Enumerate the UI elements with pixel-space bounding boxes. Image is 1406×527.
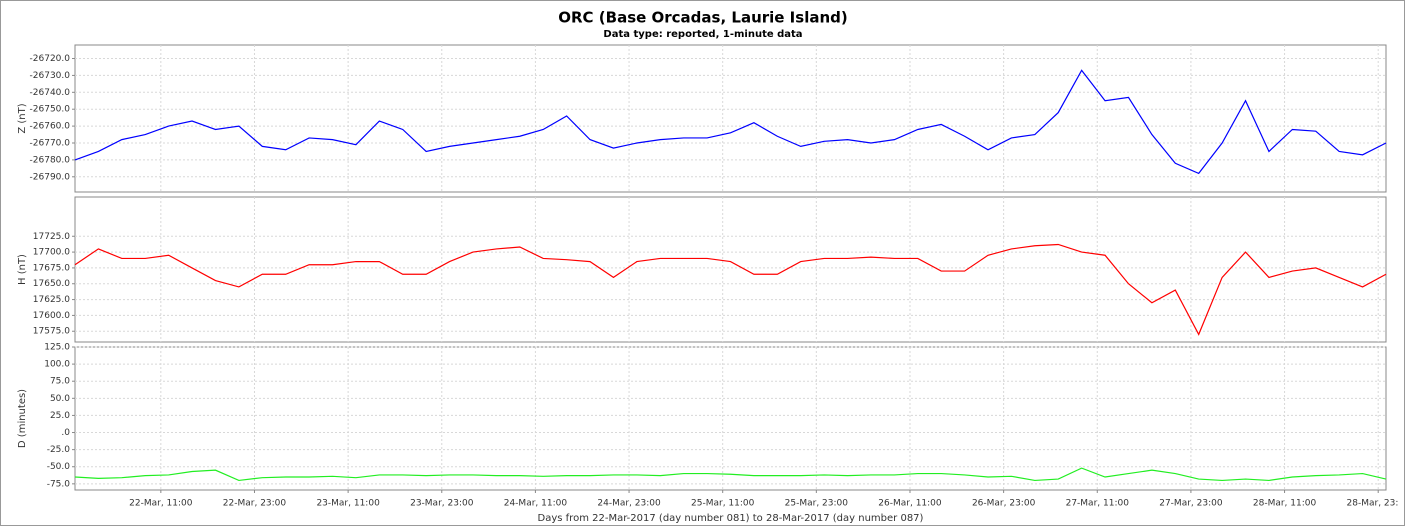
y-axis-label: H (nT) (17, 254, 28, 285)
x-axis-label: Days from 22-Mar-2017 (day number 081) t… (538, 513, 924, 524)
y-tick-label: 17700.0 (33, 248, 70, 258)
y-tick-label: -50.0 (47, 462, 71, 472)
y-tick-label: -26790.0 (30, 172, 71, 182)
y-tick-label: 100.0 (44, 360, 70, 370)
y-tick-label: -26770.0 (30, 139, 71, 149)
x-tick-label: 22-Mar, 23:00 (223, 499, 287, 509)
x-tick-label: 27-Mar, 23:00 (1159, 499, 1223, 509)
chart-subtitle: Data type: reported, 1-minute data (603, 29, 802, 40)
x-tick-label: 22-Mar, 11:00 (129, 499, 193, 509)
x-tick-label: 24-Mar, 11:00 (504, 499, 568, 509)
y-tick-label: 25.0 (50, 411, 70, 421)
y-tick-label: -25.0 (47, 445, 71, 455)
data-line (74, 243, 1387, 336)
y-axis-label: D (minutes) (17, 389, 28, 448)
x-tick-label: 26-Mar, 23:00 (972, 499, 1036, 509)
y-tick-label: .0 (61, 428, 70, 438)
x-tick-label: 25-Mar, 11:00 (691, 499, 755, 509)
plot-area (74, 44, 1387, 193)
y-tick-label: 75.0 (50, 377, 70, 387)
y-tick-label: 17575.0 (33, 327, 70, 337)
plot-area (74, 196, 1387, 343)
x-tick-label: 23-Mar, 11:00 (316, 499, 380, 509)
y-tick-label: -26720.0 (30, 54, 71, 64)
y-tick-label: -26740.0 (30, 88, 71, 98)
x-axis: 22-Mar, 11:00 22-Mar, 23:00 23-Mar, 11:00 2… (129, 499, 1406, 509)
data-line (74, 467, 1387, 482)
y-tick-label: 125.0 (44, 343, 70, 353)
y-tick-label: -26780.0 (30, 155, 71, 165)
y-tick-label: 17725.0 (33, 232, 70, 242)
x-tick-label: 24-Mar, 23:00 (597, 499, 661, 509)
y-tick-label: -26760.0 (30, 122, 71, 132)
y-tick-label: 17625.0 (33, 295, 70, 305)
x-tick-label: 25-Mar, 23:00 (785, 499, 849, 509)
y-tick-label: 17600.0 (33, 311, 70, 321)
data-line (74, 69, 1387, 175)
plot-area (74, 346, 1387, 491)
y-tick-label: -26730.0 (30, 71, 71, 81)
x-tick-label: 28-Mar, 11:00 (1253, 499, 1317, 509)
y-axis-label: Z (nT) (17, 103, 28, 133)
x-tick-label: 27-Mar, 11:00 (1066, 499, 1130, 509)
x-tick-label: 26-Mar, 11:00 (878, 499, 942, 509)
y-tick-label: -26750.0 (30, 105, 71, 115)
chart-title: ORC (Base Orcadas, Laurie Island) (558, 9, 847, 27)
y-tick-label: -75.0 (47, 479, 71, 489)
x-tick-label: 23-Mar, 23:00 (410, 499, 474, 509)
y-tick-label: 17675.0 (33, 263, 70, 273)
x-tick-label: 28-Mar, 23:00 (1347, 499, 1406, 509)
y-tick-label: 50.0 (50, 394, 70, 404)
y-tick-label: 17650.0 (33, 279, 70, 289)
